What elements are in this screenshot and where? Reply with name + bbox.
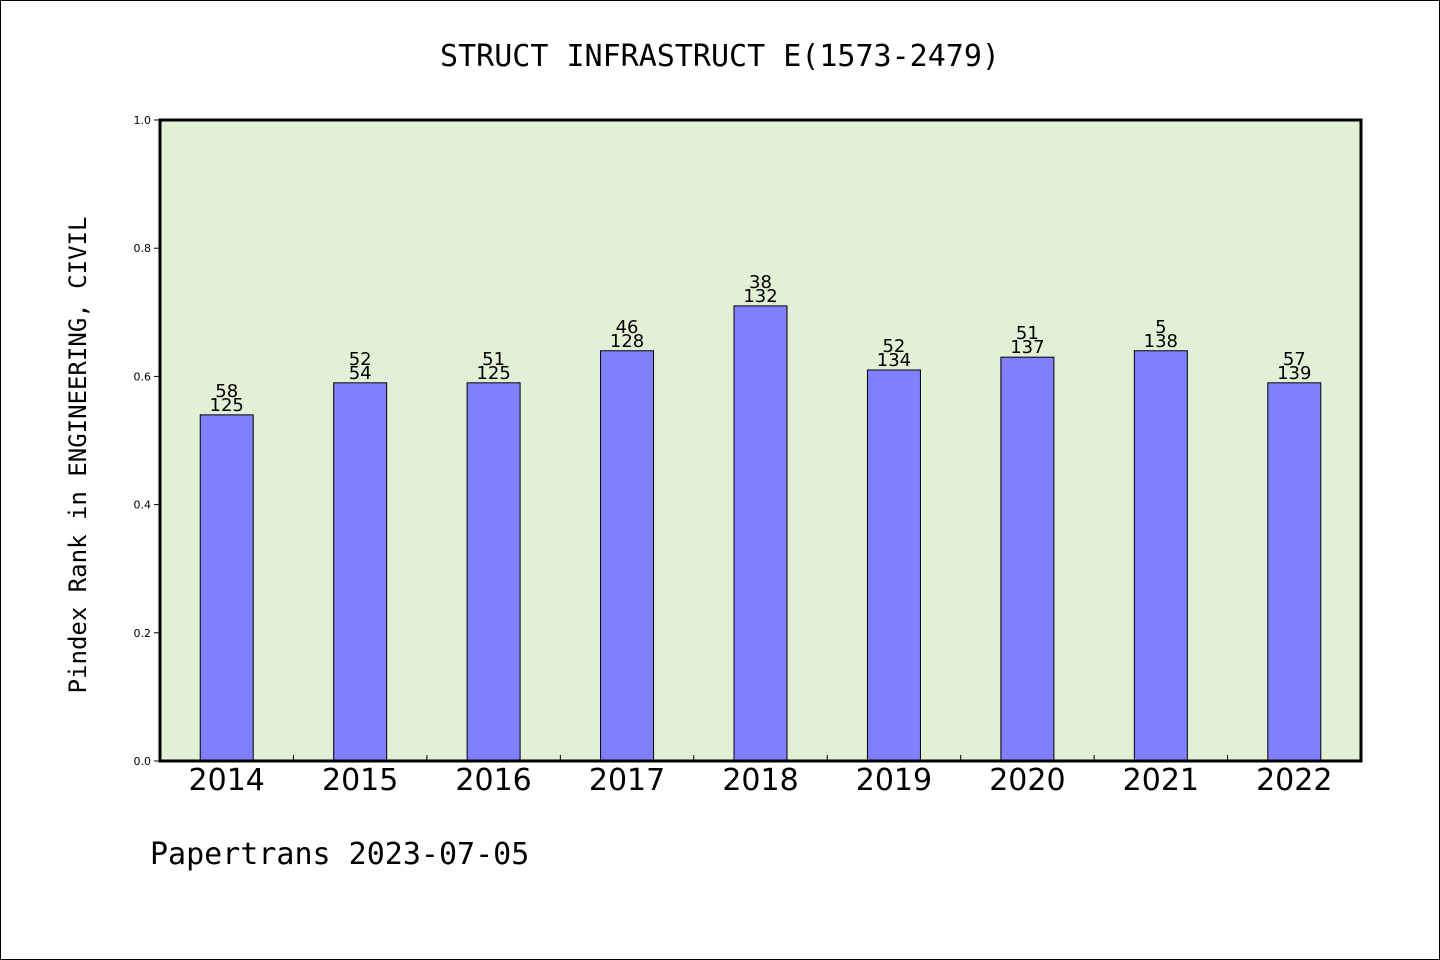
bar-label-bottom: 134 xyxy=(877,350,911,371)
bar-label-bottom: 137 xyxy=(1010,337,1044,358)
bar-label-top: 46 xyxy=(616,317,639,338)
footer-watermark: Papertrans 2023-07-05 xyxy=(150,837,529,872)
bar-2015 xyxy=(333,382,388,762)
bar-2020 xyxy=(1000,356,1055,762)
bar-label-bottom: 54 xyxy=(349,363,372,384)
y-tick-label: 0.6 xyxy=(134,370,152,383)
bar-label-top: 38 xyxy=(749,272,772,293)
bar-label-bottom: 138 xyxy=(1144,331,1178,352)
y-tick-label: 0.8 xyxy=(134,242,152,255)
bar-label-top: 57 xyxy=(1283,349,1306,370)
bar-label-top: 51 xyxy=(1016,323,1039,344)
bar-label-top: 52 xyxy=(349,349,372,370)
plot-border xyxy=(158,118,1363,763)
x-tick-label: 2014 xyxy=(189,763,265,798)
bar-2016 xyxy=(466,382,521,762)
bar-2019 xyxy=(866,369,921,762)
bar-2017 xyxy=(600,350,655,762)
y-tick-label: 0.2 xyxy=(134,627,152,640)
bar-label-bottom: 125 xyxy=(210,395,244,416)
bar-label-top: 51 xyxy=(482,349,505,370)
x-axis-ticks: 2014 2015 2016 2017 2018 2019 2020 2021 2022 xyxy=(189,755,1332,798)
bar-label-bottom: 132 xyxy=(743,286,777,307)
x-tick-label: 2016 xyxy=(455,763,531,798)
x-tick-label: 2020 xyxy=(989,763,1065,798)
x-tick-label: 2019 xyxy=(856,763,932,798)
bar-2014 xyxy=(199,414,254,762)
bar-2022 xyxy=(1267,382,1322,762)
bar-2021 xyxy=(1133,350,1188,762)
bar-label-bottom: 128 xyxy=(610,331,644,352)
x-tick-label: 2022 xyxy=(1256,763,1332,798)
x-tick-label: 2015 xyxy=(322,763,398,798)
bar-label-top: 52 xyxy=(882,336,905,357)
x-tick-label: 2018 xyxy=(722,763,798,798)
y-tick-label: 1.0 xyxy=(134,114,152,127)
bars-group: 5812552545112546128381325213451137513857… xyxy=(199,272,1322,762)
y-axis-ticks: 0.0 0.2 0.4 0.6 0.8 1.0 xyxy=(134,114,160,768)
y-tick-label: 0.0 xyxy=(134,755,152,768)
chart-title: STRUCT INFRASTRUCT E(1573-2479) xyxy=(440,39,1000,74)
x-tick-label: 2021 xyxy=(1123,763,1199,798)
x-tick-label: 2017 xyxy=(589,763,665,798)
bar-2018 xyxy=(733,305,788,762)
y-axis-label: Pindex Rank in ENGINEERING, CIVIL xyxy=(64,217,92,694)
bar-label-top: 58 xyxy=(215,381,238,402)
bar-label-bottom: 139 xyxy=(1277,363,1311,384)
y-tick-label: 0.4 xyxy=(134,499,152,512)
bar-label-top: 5 xyxy=(1155,317,1166,338)
bar-label-bottom: 125 xyxy=(476,363,510,384)
